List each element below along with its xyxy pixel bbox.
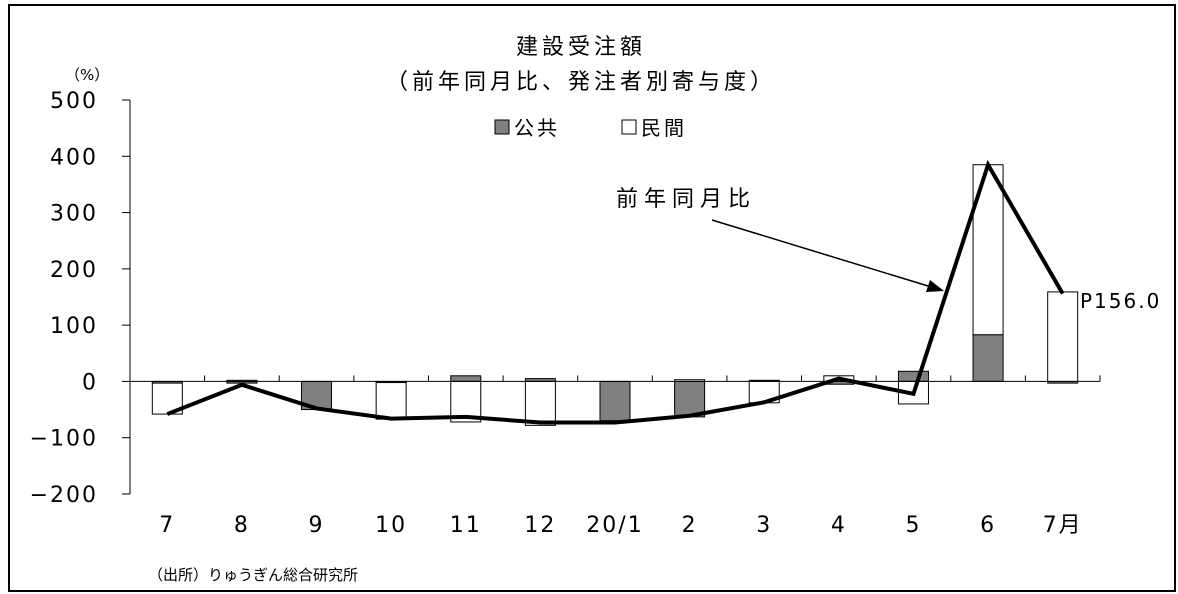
x-tick-label: 3 — [756, 513, 772, 538]
y-axis: 500 400 300 200 100 0 −100 −200 — [30, 89, 131, 508]
bars — [151, 164, 1079, 426]
x-tick-label: 8 — [234, 513, 250, 538]
x-tick-label: 6 — [980, 513, 996, 538]
y-tick-label: 200 — [50, 258, 98, 283]
y-tick-label: 500 — [50, 89, 98, 114]
x-tick-label: 7 — [159, 513, 175, 538]
y-tick-label: 300 — [50, 202, 98, 227]
legend-swatch-public — [494, 119, 510, 135]
legend-swatch-private — [621, 119, 637, 135]
legend-label-private: 民間 — [641, 116, 687, 140]
chart-subtitle: （前年同月比、発注者別寄与度） — [386, 70, 776, 95]
bar-private — [524, 380, 556, 426]
line-annotation: 前年同月比 — [616, 187, 756, 212]
bar-public — [450, 375, 482, 382]
chart-title: 建設受注額 — [516, 35, 646, 60]
bar-public — [897, 370, 929, 382]
x-axis: 7 8 9 10 11 12 20/1 2 3 4 5 6 7月 — [159, 513, 1083, 538]
annotation-arrow — [711, 219, 929, 287]
y-axis-unit: （%） — [65, 66, 109, 84]
legend: 公共 民間 — [494, 116, 687, 140]
data-label-last: P156.0 — [1080, 289, 1161, 313]
y-tick-label: 100 — [50, 314, 98, 339]
x-tick-label: 2 — [682, 513, 698, 538]
x-tick-label: 10 — [375, 513, 407, 538]
source-note: （出所）りゅうぎん総合研究所 — [148, 566, 358, 584]
line-yoy — [166, 159, 1065, 425]
bar-private — [375, 382, 407, 420]
bar-private — [972, 164, 1004, 336]
y-tick-label: 400 — [50, 145, 98, 170]
x-tick-label: 11 — [450, 513, 482, 538]
annotation-arrowhead — [926, 280, 944, 292]
bar-public — [674, 380, 706, 418]
x-tick-label: 4 — [831, 513, 847, 538]
x-tick-label: 12 — [524, 513, 556, 538]
bar-private — [1047, 291, 1079, 382]
legend-label-public: 公共 — [514, 116, 560, 140]
x-tick-label: 5 — [905, 513, 921, 538]
y-tick-label: −200 — [30, 483, 98, 508]
y-tick-label: 0 — [82, 370, 98, 395]
x-tick-label: 7月 — [1043, 513, 1083, 538]
x-tick-label: 9 — [309, 513, 325, 538]
axes — [129, 375, 1101, 382]
x-tick-label: 20/1 — [586, 513, 643, 538]
bar-public — [972, 334, 1004, 382]
y-tick-label: −100 — [30, 427, 98, 452]
bar-public — [599, 380, 631, 422]
line-series — [166, 159, 1065, 425]
